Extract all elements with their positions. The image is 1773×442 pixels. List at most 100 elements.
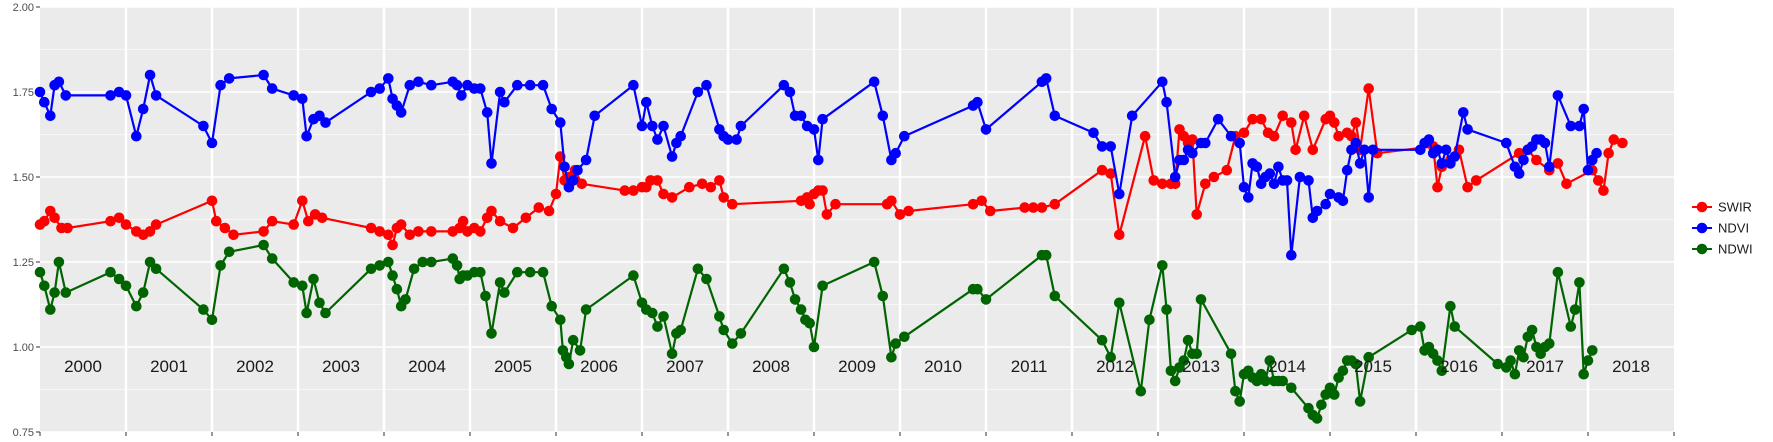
data-point [215, 79, 226, 91]
data-point [1268, 130, 1280, 142]
data-point [1114, 188, 1125, 200]
data-point [1603, 147, 1614, 159]
legend-item-swir: SWIR [1692, 200, 1752, 215]
data-point [1161, 96, 1172, 108]
data-point [34, 86, 46, 98]
data-point [316, 212, 328, 224]
data-point [1049, 110, 1061, 122]
data-point [1019, 202, 1030, 213]
data-point [705, 181, 717, 193]
data-point [580, 154, 592, 166]
data-point [1598, 185, 1609, 196]
data-point [314, 297, 325, 309]
data-point [1028, 202, 1039, 213]
data-point [731, 134, 742, 145]
data-point [228, 229, 239, 241]
data-point [563, 358, 575, 370]
data-point [804, 317, 815, 329]
data-point [1449, 321, 1460, 332]
data-point [486, 205, 497, 217]
data-point [1165, 365, 1177, 377]
data-point [297, 195, 308, 207]
data-point [1114, 229, 1125, 241]
data-point [457, 215, 469, 227]
data-point [62, 222, 73, 234]
data-point [1157, 260, 1168, 271]
data-point [494, 277, 506, 288]
data-point [877, 290, 889, 302]
data-point [628, 185, 639, 196]
data-point [1574, 277, 1585, 288]
data-point [395, 107, 407, 118]
data-point [1178, 154, 1190, 166]
data-point [34, 266, 46, 278]
year-label: 2000 [64, 357, 102, 376]
series-ndwi [34, 239, 1598, 424]
data-point [131, 130, 142, 142]
data-point [1341, 164, 1353, 176]
data-point [868, 76, 880, 88]
data-point [1526, 324, 1538, 336]
data-point [675, 130, 686, 142]
data-point [1350, 117, 1362, 128]
data-point [1561, 178, 1572, 190]
data-point [266, 215, 278, 227]
data-point [1363, 351, 1374, 363]
year-label: 2015 [1354, 357, 1392, 376]
data-point [219, 222, 231, 234]
y-tick-label: 0.75 [13, 427, 34, 439]
data-point [1544, 338, 1555, 349]
data-point [524, 79, 536, 91]
data-point [1324, 188, 1336, 200]
data-point [1492, 358, 1503, 370]
data-point [137, 103, 149, 115]
data-point [890, 338, 901, 349]
data-point [60, 287, 72, 298]
data-point [499, 287, 510, 298]
data-point [1286, 249, 1297, 261]
legend-item-ndvi: NDVI [1692, 221, 1749, 236]
data-point [804, 198, 815, 210]
data-point [258, 69, 269, 81]
data-point [1281, 175, 1293, 186]
data-point [365, 222, 377, 234]
data-point [1264, 355, 1276, 366]
data-point [374, 83, 386, 94]
data-point [1582, 164, 1594, 176]
data-point [795, 110, 807, 122]
data-point [652, 175, 663, 186]
data-point [647, 307, 658, 319]
data-point [666, 151, 678, 162]
data-point [1449, 151, 1460, 162]
data-point [1200, 178, 1211, 190]
data-point [727, 338, 738, 349]
data-point [1617, 137, 1628, 149]
data-point [1359, 144, 1370, 156]
data-point [45, 110, 56, 122]
data-point [666, 348, 678, 360]
data-point [1243, 192, 1254, 203]
legend-key-point [1696, 243, 1708, 255]
data-point [1329, 389, 1340, 400]
data-point [499, 96, 510, 108]
data-point [1195, 294, 1207, 305]
data-point [297, 280, 308, 292]
data-point [1126, 110, 1138, 122]
data-point [830, 198, 841, 210]
data-point [391, 283, 403, 295]
data-point [1552, 158, 1564, 169]
data-point [1316, 399, 1327, 411]
data-point [1462, 124, 1473, 135]
data-point [1363, 192, 1374, 203]
data-point [408, 263, 420, 275]
data-point [1569, 304, 1581, 315]
data-point [972, 283, 983, 295]
year-label: 2001 [150, 357, 188, 376]
data-point [1105, 351, 1116, 363]
data-point [1505, 355, 1516, 366]
y-axis: 0.75 1.00 1.25 1.50 1.75 2.00 [13, 2, 40, 439]
data-point [537, 266, 549, 278]
data-point [1436, 365, 1448, 377]
data-point [1088, 127, 1099, 139]
data-point [1608, 134, 1620, 145]
